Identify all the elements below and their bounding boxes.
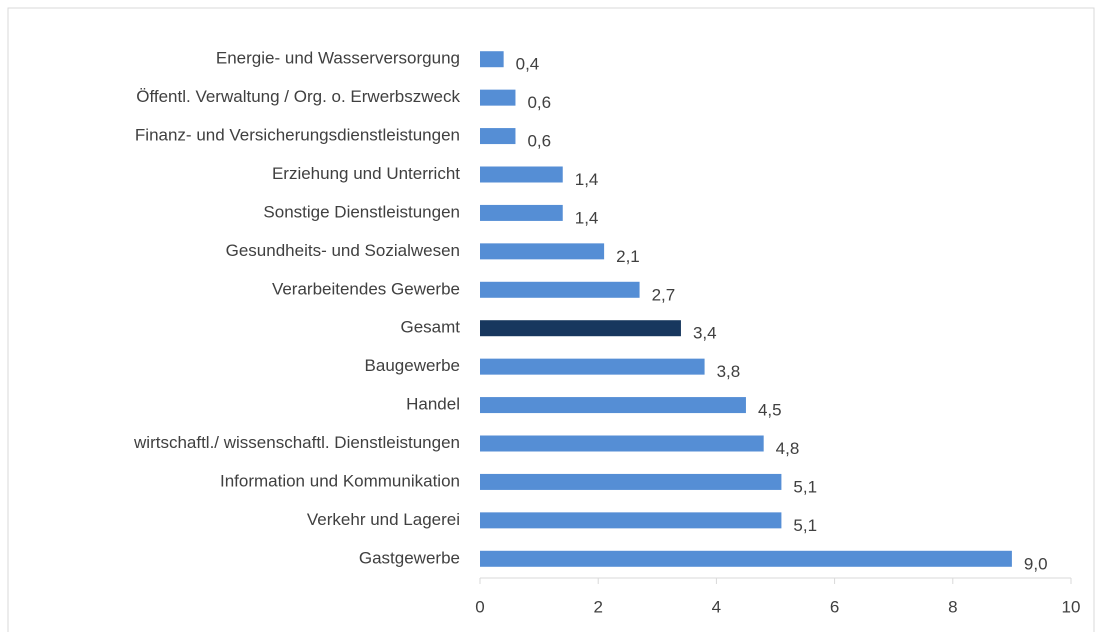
bar — [480, 204, 563, 221]
x-tick-label: 4 — [712, 597, 721, 616]
value-label: 2,7 — [652, 285, 676, 304]
bar — [480, 397, 746, 414]
y-tick-label: Gastgewerbe — [359, 548, 460, 567]
bar — [480, 358, 705, 375]
value-label: 3,4 — [693, 324, 717, 343]
y-tick-label: Gesundheits- und Sozialwesen — [226, 241, 460, 260]
y-tick-label: wirtschaftl./ wissenschaftl. Dienstleist… — [133, 433, 460, 452]
value-label: 1,4 — [575, 208, 599, 227]
x-tick-label: 10 — [1062, 597, 1081, 616]
x-tick-label: 8 — [948, 597, 957, 616]
bar — [480, 89, 516, 106]
bar — [480, 243, 605, 260]
value-label: 5,1 — [793, 477, 817, 496]
y-tick-label: Baugewerbe — [365, 356, 460, 375]
y-tick-label: Öffentl. Verwaltung / Org. o. Erwerbszwe… — [136, 87, 460, 106]
x-tick-label: 6 — [830, 597, 839, 616]
chart-border — [7, 7, 1095, 637]
x-tick-label: 2 — [593, 597, 602, 616]
value-label: 1,4 — [575, 170, 599, 189]
value-label: 3,8 — [717, 362, 741, 381]
y-tick-label: Verkehr und Lagerei — [307, 510, 460, 529]
y-tick-label: Finanz- und Versicherungsdienstleistunge… — [135, 126, 460, 145]
bar — [480, 512, 782, 529]
bar — [480, 435, 764, 452]
y-tick-label: Energie- und Wasserversorgung — [216, 49, 460, 68]
value-label: 4,5 — [758, 401, 782, 420]
y-tick-label: Information und Kommunikation — [220, 471, 460, 490]
y-tick-label: Gesamt — [400, 318, 460, 337]
value-label: 0,4 — [516, 55, 540, 74]
value-label: 4,8 — [776, 439, 800, 458]
y-tick-label: Sonstige Dienstleistungen — [263, 202, 460, 221]
x-tick-label: 0 — [475, 597, 484, 616]
bar — [480, 281, 640, 298]
y-tick-label: Handel — [406, 395, 460, 414]
value-label: 2,1 — [616, 247, 640, 266]
value-label: 0,6 — [527, 132, 551, 151]
bar — [480, 128, 516, 145]
bar — [480, 166, 563, 183]
value-label: 9,0 — [1024, 554, 1048, 573]
y-tick-label: Erziehung und Unterricht — [272, 164, 460, 183]
bar — [480, 320, 681, 337]
value-label: 0,6 — [527, 93, 551, 112]
bar — [480, 473, 782, 490]
bar — [480, 51, 504, 68]
y-tick-label: Verarbeitendes Gewerbe — [272, 279, 460, 298]
bar — [480, 550, 1012, 567]
value-label: 5,1 — [793, 516, 817, 535]
